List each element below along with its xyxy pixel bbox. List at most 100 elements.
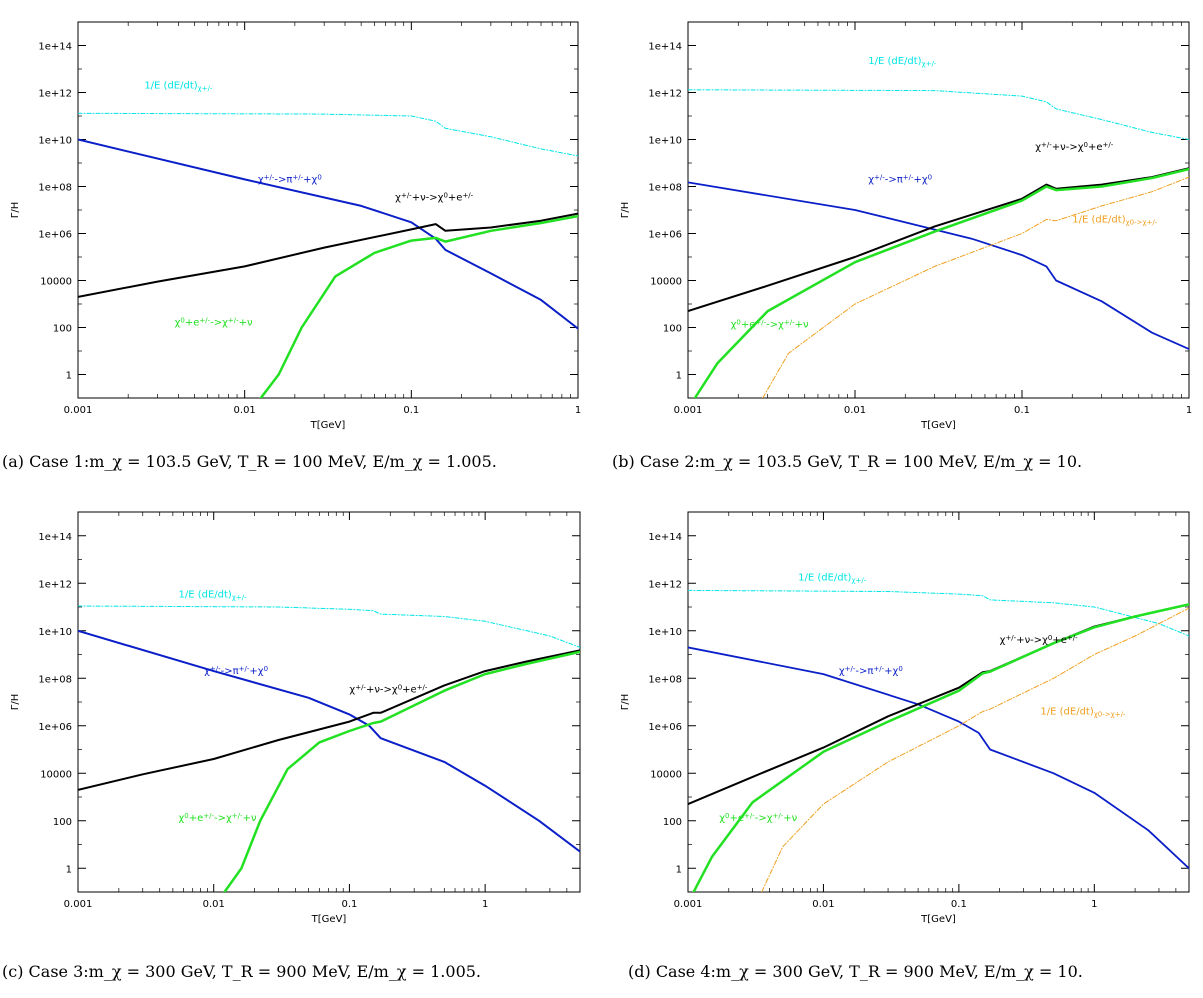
- annotation-neutrino-conversion: χ+/-+ν->χ0+e+/-: [395, 192, 473, 204]
- x-axis-label: T[GeV]: [920, 420, 956, 431]
- x-tick-label: 0.001: [674, 899, 703, 910]
- x-axis-label: T[GeV]: [920, 914, 956, 925]
- x-tick-label: 0.1: [951, 899, 967, 910]
- annotation-neutrino-conversion: χ+/-+ν->χ0+e+/-: [349, 683, 427, 695]
- x-tick-label: 0.01: [812, 899, 834, 910]
- series-neutrino-conversion: [78, 212, 578, 298]
- y-axis-label: Γ/H: [620, 202, 631, 218]
- series-dedt-charged: [78, 112, 578, 157]
- y-axis-label: Γ/H: [620, 694, 631, 710]
- annotation-electron-conversion: χ0+e+/-->χ+/-+ν: [175, 316, 253, 328]
- annotation-dedt-neutral: 1/E (dE/dt)χ0->χ+/-: [1072, 214, 1157, 226]
- series-dedt-neutral: [762, 176, 1189, 398]
- series-pion-decay: [688, 646, 1189, 870]
- annotation-dedt-charged: 1/E (dE/dt)χ+/-: [178, 590, 247, 602]
- plot-frame: [687, 21, 1190, 399]
- series-dedt-charged: [688, 89, 1189, 140]
- series-electron-conversion: [693, 167, 1189, 398]
- annotation-neutrino-conversion: χ+/-+ν->χ0+e+/-: [1035, 141, 1113, 153]
- series-electron-conversion: [692, 603, 1189, 892]
- series-pion-decay: [78, 629, 580, 853]
- y-tick-label: 1e+12: [648, 579, 682, 590]
- x-tick-label: 0.1: [1014, 405, 1030, 416]
- y-tick-label: 1e+08: [38, 674, 72, 685]
- y-tick-label: 100: [663, 324, 682, 335]
- plot-frame: [77, 511, 581, 893]
- x-tick-label: 0.001: [64, 899, 93, 910]
- annotation-pion-decay: χ+/-->π+/-+χ0: [204, 665, 268, 677]
- x-tick-label: 0.01: [203, 899, 225, 910]
- y-tick-label: 1e+06: [648, 722, 682, 733]
- minor-ticks: [78, 22, 578, 398]
- annotation-pion-decay: χ+/-->π+/-+χ0: [868, 173, 932, 185]
- series-neutrino-conversion: [688, 167, 1189, 313]
- annotation-electron-conversion: χ0+e+/-->χ+/-+ν: [719, 812, 797, 824]
- series-neutrino-conversion: [688, 603, 1189, 806]
- x-tick-label: 0.01: [234, 405, 256, 416]
- series-pion-decay: [688, 181, 1189, 350]
- annotation-electron-conversion: χ0+e+/-->χ+/-+ν: [178, 812, 256, 824]
- x-tick-label: 0.1: [403, 405, 419, 416]
- x-tick-label: 1: [575, 405, 581, 416]
- y-tick-label: 1e+10: [38, 136, 72, 147]
- series-dedt-charged: [78, 605, 580, 648]
- annotation-neutrino-conversion: χ+/-+ν->χ0+e+/-: [1000, 634, 1078, 646]
- caption-case-4: (d) Case 4:m_χ = 300 GeV, T_R = 900 MeV,…: [628, 962, 1083, 981]
- caption-case-2: (b) Case 2:m_χ = 103.5 GeV, T_R = 100 Me…: [612, 452, 1083, 471]
- y-axis-label: Γ/H: [10, 694, 21, 710]
- x-tick-label: 1: [1186, 405, 1192, 416]
- minor-ticks: [688, 22, 1189, 398]
- y-axis-label: Γ/H: [10, 202, 21, 218]
- plot-frame: [687, 511, 1190, 893]
- annotation-pion-decay: χ+/-->π+/-+χ0: [839, 665, 903, 677]
- x-tick-label: 0.01: [844, 405, 866, 416]
- x-tick-label: 1: [1091, 899, 1097, 910]
- y-tick-label: 1e+06: [648, 230, 682, 241]
- annotation-dedt-charged: 1/E (dE/dt)χ+/-: [868, 56, 937, 68]
- series-dedt-charged: [688, 589, 1189, 637]
- y-tick-label: 10000: [650, 277, 682, 288]
- y-tick-label: 1: [676, 371, 682, 382]
- x-tick-label: 1: [482, 899, 488, 910]
- y-tick-label: 1e+06: [38, 722, 72, 733]
- y-tick-label: 1e+06: [38, 230, 72, 241]
- x-tick-label: 0.1: [341, 899, 357, 910]
- annotation-dedt-charged: 1/E (dE/dt)χ+/-: [144, 80, 213, 92]
- chart-case-1: 0.001 0.01 0.1 1 1 100 10000 1e+06 1e+08 1e+10 1e+…: [10, 21, 581, 431]
- y-tick-label: 1: [676, 864, 682, 875]
- series-neutrino-conversion: [78, 649, 580, 791]
- y-tick-label: 1e+12: [648, 89, 682, 100]
- y-tick-label: 1e+14: [38, 42, 72, 53]
- x-tick-label: 0.001: [64, 405, 93, 416]
- y-tick-label: 10000: [650, 769, 682, 780]
- y-tick-label: 100: [663, 817, 682, 828]
- y-tick-label: 1: [66, 864, 72, 875]
- y-tick-label: 1e+10: [648, 136, 682, 147]
- y-tick-label: 1e+08: [38, 183, 72, 194]
- caption-case-3: (c) Case 3:m_χ = 300 GeV, T_R = 900 MeV,…: [2, 962, 482, 981]
- chart-case-3: 0.001 0.01 0.1 1 1 100 10000 1e+06 1e+08 1e+10 1e+…: [10, 511, 581, 925]
- chart-case-2: 0.001 0.01 0.1 1 1 100 10000 1e+06 1e+08 1e+10 1e+…: [620, 21, 1192, 431]
- y-tick-label: 1e+08: [648, 183, 682, 194]
- annotation-pion-decay: χ+/-->π+/-+χ0: [258, 173, 322, 185]
- y-tick-label: 1e+12: [38, 89, 72, 100]
- y-tick-label: 100: [53, 324, 72, 335]
- y-tick-label: 10000: [40, 769, 72, 780]
- x-axis-label: T[GeV]: [310, 420, 346, 431]
- y-tick-label: 1e+14: [648, 42, 682, 53]
- minor-ticks: [688, 512, 1189, 892]
- y-tick-label: 1: [66, 371, 72, 382]
- series-pion-decay: [78, 138, 578, 330]
- chart-case-4: 0.001 0.01 0.1 1 1 100 10000 1e+06 1e+08 1e+10 1e+…: [620, 511, 1190, 925]
- x-tick-label: 0.001: [674, 405, 703, 416]
- y-tick-label: 1e+10: [38, 627, 72, 638]
- series-electron-conversion: [259, 214, 578, 398]
- y-tick-label: 1e+10: [648, 627, 682, 638]
- minor-ticks: [78, 512, 580, 892]
- y-tick-label: 100: [53, 817, 72, 828]
- y-tick-label: 1e+12: [38, 579, 72, 590]
- series-electron-conversion: [223, 650, 580, 892]
- y-tick-label: 1e+14: [38, 532, 72, 543]
- x-axis-label: T[GeV]: [311, 914, 347, 925]
- series-dedt-neutral: [761, 607, 1189, 892]
